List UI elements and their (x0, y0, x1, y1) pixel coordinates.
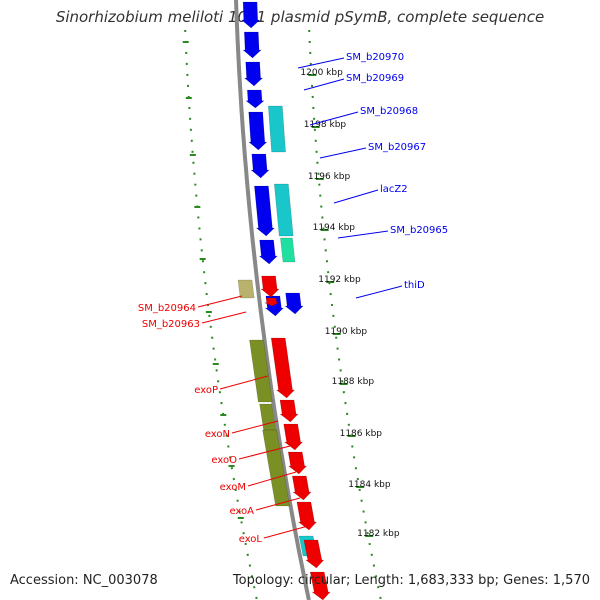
reverse-gene-arrow (309, 571, 331, 600)
gene-leader-line (309, 111, 359, 126)
gene-label: SM_b20965 (390, 225, 448, 236)
tick-label: 1190 kbp (325, 327, 368, 337)
cds-block-cyan (268, 105, 286, 153)
forward-gene-arrow (254, 185, 276, 237)
forward-gene-arrow (284, 292, 304, 315)
forward-gene-arrow (250, 153, 270, 179)
gene-label: exoP (194, 385, 218, 396)
tick-label: 1200 kbp (300, 68, 343, 78)
reverse-gene-arrow (283, 423, 304, 451)
accession-label: Accession: NC_003078 (10, 573, 158, 588)
gene-leader-line (255, 497, 301, 511)
gene-leader-line (201, 311, 247, 324)
reverse-gene-arrow (296, 501, 318, 531)
tick-label: 1182 kbp (357, 529, 400, 539)
forward-gene-arrow (243, 61, 264, 87)
reverse-gene-arrow (260, 275, 280, 298)
reverse-gene-arrow (292, 475, 312, 501)
gene-leader-line (303, 78, 345, 91)
forward-gene-arrow (245, 89, 265, 109)
tick-label: 1188 kbp (332, 377, 375, 387)
gene-label: exoO (211, 455, 237, 466)
forward-gene-arrow (241, 1, 261, 29)
gene-leader-line (247, 471, 297, 487)
inner-tick-rail (184, 29, 258, 600)
gene-label: thiD (404, 280, 425, 291)
gene-label: exoN (205, 429, 230, 440)
gene-leader-line (263, 525, 309, 539)
gene-label: SM_b20964 (138, 303, 196, 314)
backbone-line (234, 0, 311, 600)
reverse-gene-arrow (303, 539, 325, 569)
gene-leader-line (337, 230, 389, 239)
forward-gene-arrow (248, 111, 268, 151)
map-title: Sinorhizobium meliloti 1021 plasmid pSym… (55, 8, 545, 26)
gene-label: SM_b20963 (142, 319, 200, 330)
gene-leader-line (333, 189, 379, 204)
gene-label: exoM (220, 482, 246, 493)
cds-block-cyan (274, 183, 294, 237)
tick-label: 1196 kbp (308, 172, 351, 182)
tick-label: 1192 kbp (318, 275, 361, 285)
reverse-gene-arrow (270, 337, 296, 399)
cds-block-olive (249, 339, 273, 403)
gene-leader-line (297, 57, 345, 69)
forward-gene-arrow (258, 239, 278, 265)
gene-leader-line (319, 147, 367, 159)
gene-leader-line (197, 295, 243, 308)
reverse-gene-arrow (287, 451, 308, 475)
tick-label: 1186 kbp (340, 429, 383, 439)
gene-leader-line (231, 420, 279, 434)
gene-label: SM_b20968 (360, 106, 418, 117)
gene-leader-line (219, 375, 269, 390)
gene-leader-line (355, 285, 403, 299)
topology-label: Topology: circular; Length: 1,683,333 bp… (232, 573, 590, 588)
gene-label: SM_b20969 (346, 73, 404, 84)
tick-label: 1194 kbp (313, 223, 356, 233)
gene-label: lacZ2 (380, 184, 408, 195)
gene-leader-line (238, 445, 291, 460)
tick-label: 1198 kbp (304, 120, 347, 130)
reverse-gene-arrow (279, 399, 299, 423)
gene-label: SM_b20970 (346, 52, 404, 63)
forward-gene-arrow (242, 31, 262, 59)
gene-label: exoL (239, 534, 263, 545)
reverse-gene-arrow (264, 297, 279, 307)
cds-block-green (280, 237, 296, 263)
cds-block-tan (237, 279, 255, 299)
outer-tick-rail (308, 29, 382, 600)
gene-label: SM_b20967 (368, 142, 426, 153)
tick-label: 1184 kbp (348, 480, 391, 490)
cds-block-olive (262, 429, 290, 507)
gene-label: exoA (229, 506, 254, 517)
